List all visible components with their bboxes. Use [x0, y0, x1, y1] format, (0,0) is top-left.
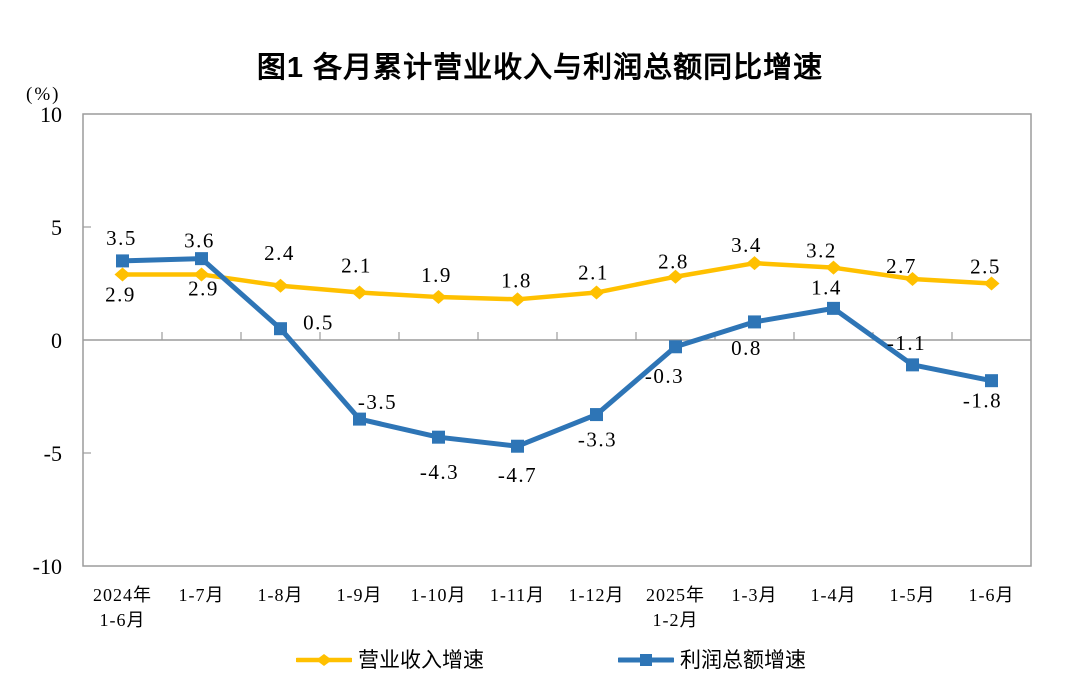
y-axis-tick-label: -10	[33, 554, 62, 579]
x-axis-labels: 2024年 1-6月 1-7月 1-8月 1-9月 1-10月 1-11月 1-12月 2025…	[93, 585, 1015, 630]
data-label: 1.8	[501, 268, 532, 292]
chart-title: 图1 各月累计营业收入与利润总额同比增速	[256, 52, 824, 84]
legend-label-revenue-growth: 营业收入增速	[358, 648, 484, 672]
square-marker	[906, 358, 919, 372]
x-axis-category-label: 2025年 1-2月	[646, 585, 705, 630]
square-marker	[985, 374, 998, 388]
data-label: 3.2	[806, 239, 837, 263]
profit-growth-line	[120, 256, 994, 449]
square-marker	[511, 439, 524, 453]
data-label: 2.4	[264, 241, 295, 265]
square-marker	[274, 322, 287, 336]
data-label: -4.3	[420, 460, 459, 484]
diamond-marker	[904, 271, 921, 286]
square-marker	[353, 412, 366, 426]
diamond-marker	[430, 290, 447, 305]
x-axis-category-label: 1-5月	[890, 585, 936, 605]
data-label: 2.1	[341, 254, 372, 278]
diamond-marker	[114, 267, 131, 282]
data-label: -0.3	[645, 364, 684, 388]
data-label: 2.1	[578, 261, 609, 285]
diamond-marker	[667, 269, 684, 284]
y-axis-tick-label: -5	[44, 441, 62, 466]
square-marker	[432, 430, 445, 444]
data-label: 2.8	[658, 250, 689, 274]
y-axis-unit-label: (%)	[26, 84, 61, 105]
legend-item-revenue-growth: 营业收入增速	[296, 649, 484, 671]
square-marker	[748, 315, 761, 329]
x-axis-category-label: 1-3月	[732, 585, 778, 605]
x-axis-category-label: 1-9月	[337, 585, 383, 605]
diamond-marker	[509, 292, 526, 307]
profit-series-swatch-icon	[618, 654, 674, 666]
data-label: -3.3	[578, 428, 617, 452]
x-axis-category-label: 1-12月	[569, 585, 625, 605]
data-label: 2.5	[970, 255, 1001, 279]
data-label: -4.7	[498, 463, 537, 487]
data-label: 1.4	[811, 275, 842, 299]
data-label: 0.5	[303, 311, 334, 335]
x-axis-category-label: 1-10月	[411, 585, 467, 605]
square-marker	[116, 254, 129, 268]
data-label: -1.1	[887, 331, 926, 355]
data-label: 1.9	[421, 263, 452, 287]
diamond-marker	[588, 285, 605, 300]
diamond-marker	[746, 256, 763, 271]
legend-label-profit-growth: 利润总额增速	[680, 648, 806, 672]
diamond-marker	[825, 260, 842, 275]
data-label: 3.6	[184, 229, 215, 253]
square-marker	[590, 408, 603, 422]
square-marker	[195, 252, 208, 266]
legend-item-profit-growth: 利润总额增速	[618, 649, 806, 671]
diamond-marker	[983, 276, 1000, 291]
data-label: -1.8	[963, 389, 1002, 413]
square-marker	[669, 340, 682, 354]
diamond-marker	[272, 278, 289, 293]
y-axis-tick-label: 0	[51, 328, 62, 353]
x-axis-category-label: 1-6月	[969, 585, 1015, 605]
diamond-marker	[193, 267, 210, 282]
data-label: -3.5	[358, 390, 397, 414]
data-label: 2.9	[188, 276, 219, 300]
x-axis-category-label: 1-11月	[490, 585, 545, 605]
y-axis-tick-label: 5	[51, 215, 62, 240]
revenue-growth-line	[120, 260, 994, 302]
square-marker	[827, 301, 840, 315]
data-label: 2.9	[105, 282, 136, 306]
data-label: 3.5	[106, 226, 137, 250]
y-axis-labels: 10 5 0 -5 -10	[33, 102, 62, 579]
diamond-marker	[351, 285, 368, 300]
data-label: 2.7	[886, 254, 917, 278]
x-axis-category-label: 1-4月	[811, 585, 857, 605]
series-revenue-growth: 2.9 2.9 2.4 2.1 1.9 1.8 2.1 2.8 3.4 3.2 2.7 2.5	[105, 233, 1001, 307]
y-axis-tick-label: 10	[40, 102, 62, 127]
data-label: 0.8	[731, 336, 762, 360]
revenue-series-swatch-icon	[296, 654, 352, 666]
x-axis-category-label: 1-7月	[179, 585, 225, 605]
series-profit-growth: 3.5 3.6 0.5 -3.5 -4.3 -4.7 -3.3 -0.3 0.8 1.4 -1.1 -…	[106, 226, 1002, 487]
data-label: 3.4	[731, 233, 762, 257]
x-axis-category-label: 1-8月	[258, 585, 304, 605]
x-axis-category-label: 2024年 1-6月	[93, 585, 152, 630]
